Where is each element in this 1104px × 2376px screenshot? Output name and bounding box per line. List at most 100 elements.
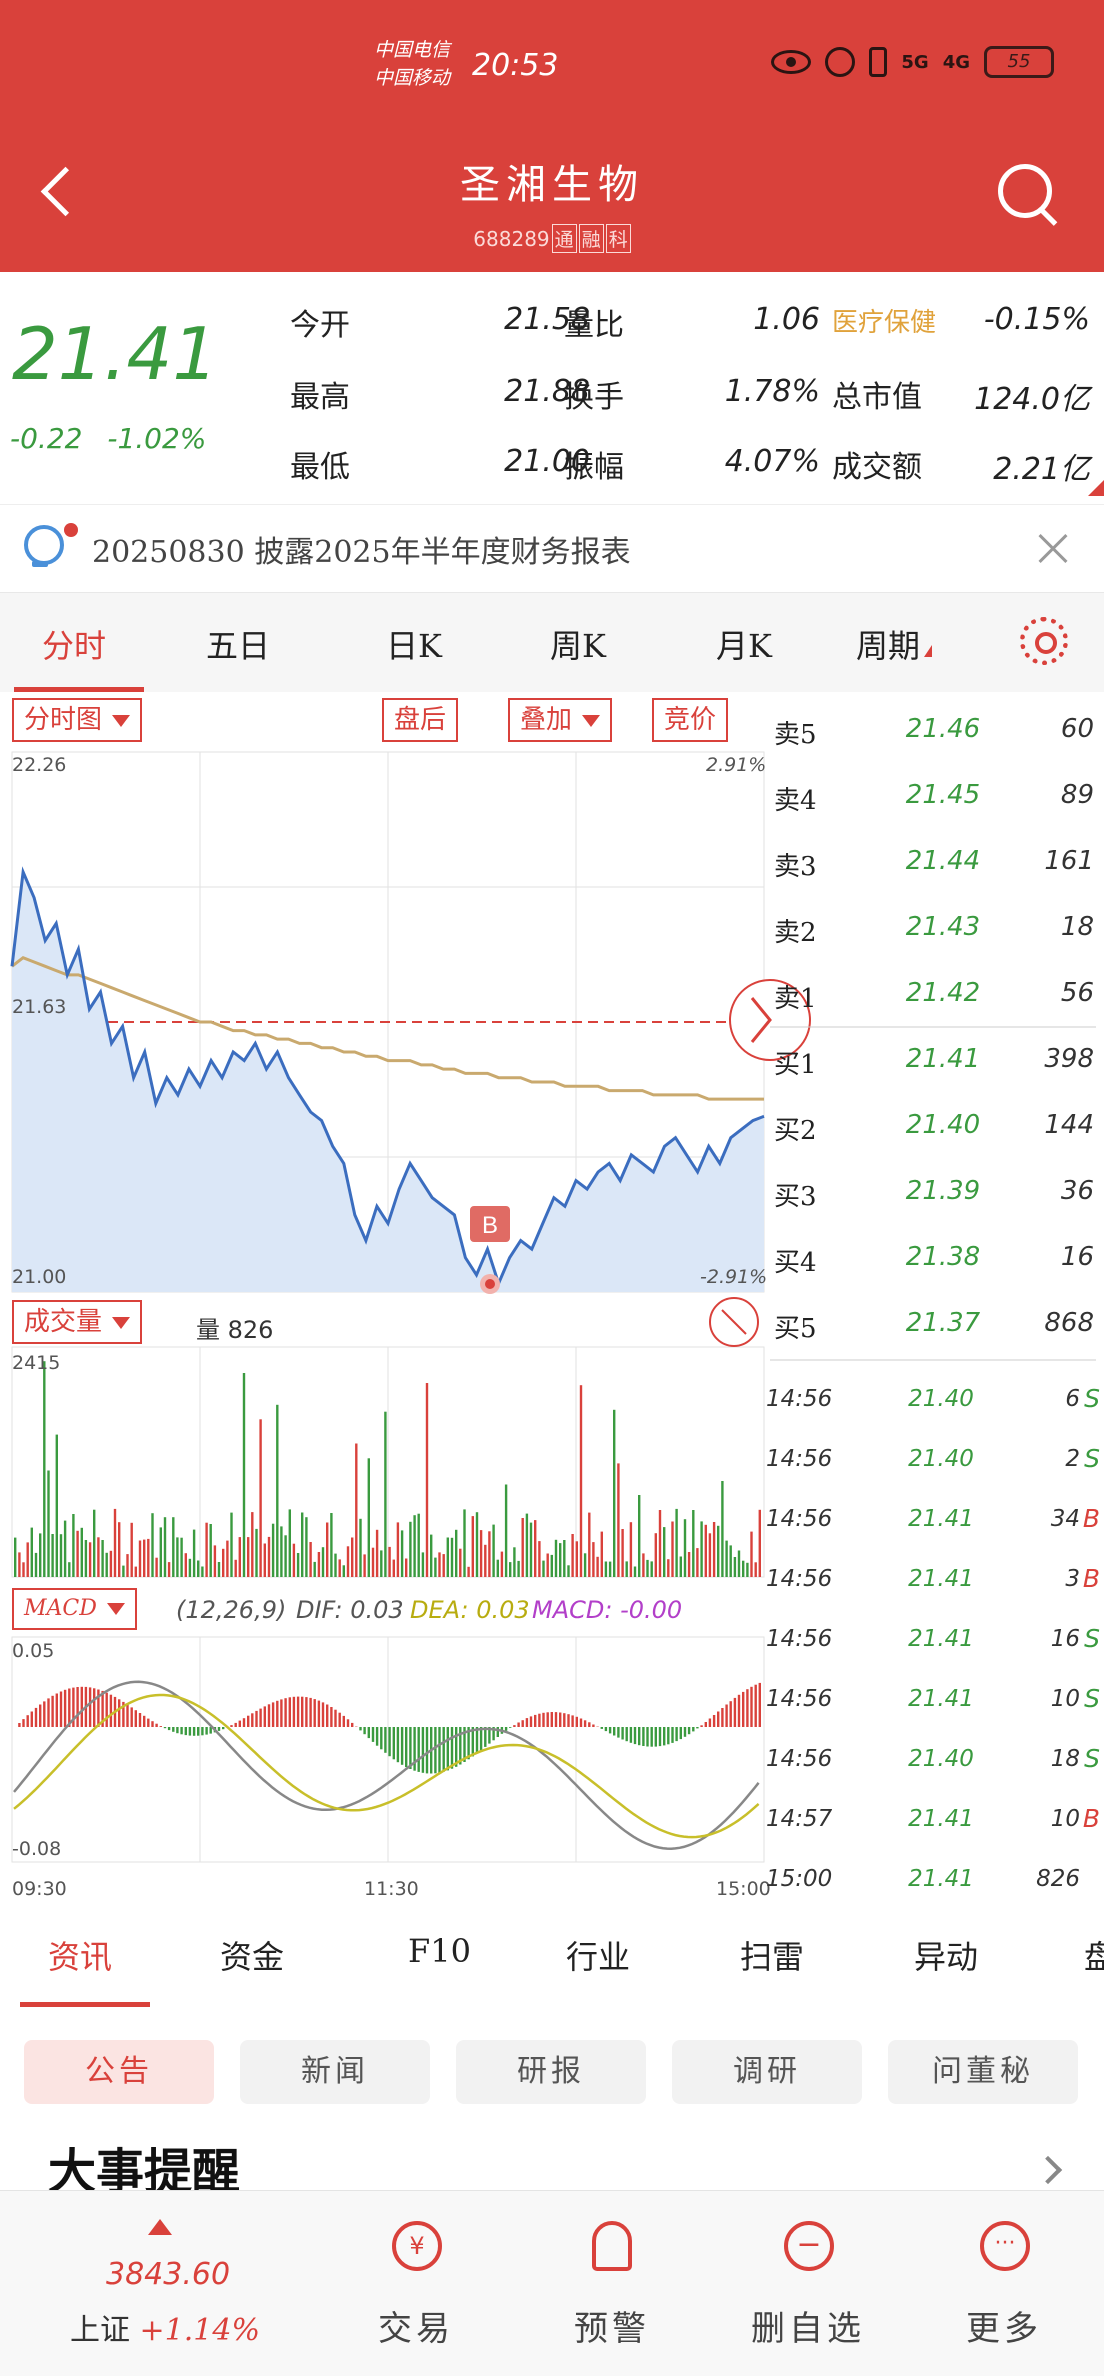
macd-bar <box>388 1727 391 1757</box>
volume-bar <box>554 1539 558 1577</box>
macd-bar <box>380 1727 383 1750</box>
tick-time: 14:56 <box>766 1506 833 1532</box>
nav-trade[interactable]: ¥ 交易 <box>336 2221 496 2361</box>
tab-period[interactable]: 周期 <box>856 621 933 667</box>
macd-bar <box>708 1718 712 1727</box>
notice-text[interactable]: 20250830 披露2025年半年度财务报表 <box>92 535 631 570</box>
tab-f10[interactable]: F10 <box>408 1932 471 1970</box>
volume-bar <box>384 1411 387 1577</box>
tab-monthly-k[interactable]: 月K <box>716 627 772 665</box>
tag-rong: 融 <box>578 224 604 253</box>
volume-mode-dropdown[interactable]: 成交量 <box>12 1300 143 1344</box>
gear-icon[interactable] <box>1020 617 1068 665</box>
tab-industry[interactable]: 行业 <box>566 1938 631 1976</box>
macd-bar <box>687 1727 691 1735</box>
nav-alert[interactable]: 预警 <box>532 2221 692 2361</box>
macd-bar <box>155 1723 158 1727</box>
tab-five-day[interactable]: 五日 <box>206 627 271 665</box>
macd-bar <box>629 1727 633 1743</box>
tick-volume: 10 <box>1050 1686 1080 1712</box>
expand-arrows-icon <box>721 1309 747 1335</box>
chart-mode-dropdown[interactable]: 分时图 <box>12 698 143 742</box>
macd-bar <box>371 1727 375 1742</box>
macd-bar <box>209 1727 212 1734</box>
close-icon[interactable] <box>1034 531 1070 567</box>
tick-volume: 10 <box>1050 1806 1080 1832</box>
tab-anomaly[interactable]: 异动 <box>914 1938 979 1976</box>
macd-bar <box>409 1727 412 1769</box>
macd-bar <box>642 1727 645 1746</box>
vibrate-icon <box>869 47 888 77</box>
subtab-announcements[interactable]: 公告 <box>24 2040 214 2104</box>
tab-news-info[interactable]: 资讯 <box>48 1938 113 1976</box>
volume-bar <box>321 1547 325 1577</box>
nav-more[interactable]: ··· 更多 <box>924 2221 1084 2361</box>
macd-bar <box>276 1700 279 1727</box>
tick-time: 14:56 <box>766 1746 833 1772</box>
volume-bar <box>26 1542 29 1577</box>
volume-bar <box>650 1561 653 1577</box>
subtab-news[interactable]: 新闻 <box>240 2040 430 2104</box>
sector-change: -0.15% <box>983 302 1090 337</box>
after-hours-button[interactable]: 盘后 <box>382 698 459 742</box>
price-change: -0.22 -1.02% <box>10 422 206 455</box>
tab-more-cut[interactable]: 盘 <box>1084 1938 1104 1976</box>
order-book-row: 卖1 21.42 56 <box>770 958 1096 1024</box>
nav-remove-watchlist[interactable]: − 删自选 <box>728 2221 888 2361</box>
macd-bar <box>296 1696 300 1727</box>
tab-funds[interactable]: 资金 <box>220 1938 285 1976</box>
macd-bar <box>638 1727 641 1746</box>
intraday-chart[interactable]: B <box>0 692 1104 1902</box>
volume-bar <box>251 1512 254 1577</box>
bell-icon <box>592 2221 632 2271</box>
overlay-dropdown[interactable]: 叠加 <box>508 698 613 742</box>
macd-bar <box>309 1697 312 1727</box>
volume-bar <box>88 1542 92 1577</box>
volume-bar <box>450 1537 454 1577</box>
tab-risk-scan[interactable]: 扫雷 <box>740 1938 805 1976</box>
macd-bar <box>583 1720 587 1727</box>
volume-bar <box>455 1529 458 1577</box>
volume-bar <box>563 1540 566 1577</box>
macd-bar <box>579 1718 583 1727</box>
tab-daily-k[interactable]: 日K <box>386 627 442 665</box>
volume-bar <box>529 1522 533 1577</box>
macd-mode-dropdown[interactable]: MACD <box>12 1588 137 1630</box>
macd-bar <box>654 1727 657 1747</box>
macd-bar <box>72 1687 75 1727</box>
chevron-right-icon[interactable] <box>1033 2155 1063 2185</box>
volume-bar <box>613 1409 616 1577</box>
volume-bar <box>39 1533 42 1577</box>
price-area-fill <box>12 872 764 1292</box>
tick-side: S <box>1084 1684 1100 1713</box>
macd-bar <box>326 1704 329 1727</box>
subtab-ask-secretary[interactable]: 问董秘 <box>888 2040 1078 2104</box>
tab-weekly-k[interactable]: 周K <box>550 627 606 665</box>
volume-bar <box>97 1537 100 1577</box>
tick-volume: 826 <box>1036 1866 1080 1892</box>
tick-row: 15:00 21.41 826 <box>766 1848 1096 1908</box>
volume-bar <box>496 1559 499 1577</box>
buy-marker[interactable] <box>470 1206 510 1242</box>
tab-intraday[interactable]: 分时 <box>42 627 107 665</box>
volume-bar <box>742 1560 745 1577</box>
dropdown-arrow-icon <box>582 715 601 727</box>
macd-bar <box>109 1694 113 1727</box>
macd-bar <box>754 1684 757 1727</box>
expand-corner-icon[interactable] <box>1088 480 1104 496</box>
search-button[interactable] <box>994 160 1064 230</box>
volume-bar <box>654 1533 657 1577</box>
subtab-survey[interactable]: 调研 <box>672 2040 862 2104</box>
chart-mode-label: 分时图 <box>24 705 103 735</box>
auction-button[interactable]: 竞价 <box>652 698 729 742</box>
notice-bar[interactable]: 20250830 披露2025年半年度财务报表 <box>0 504 1104 592</box>
dea-line <box>13 1693 760 1839</box>
volume-bar <box>93 1509 96 1577</box>
sector-link[interactable]: 医疗保健 <box>832 308 937 338</box>
volume-bar <box>546 1553 549 1577</box>
volume-bar <box>330 1513 333 1577</box>
macd-bar <box>663 1727 666 1746</box>
subtab-research[interactable]: 研报 <box>456 2040 646 2104</box>
volume-bar <box>604 1561 608 1577</box>
alarm-icon <box>825 47 856 77</box>
